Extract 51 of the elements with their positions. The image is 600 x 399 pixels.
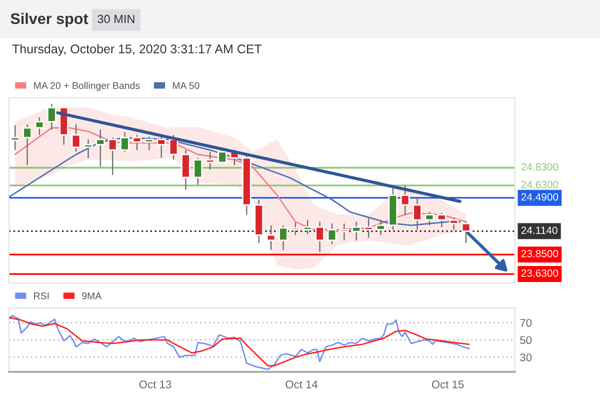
- ref-line-label: 24.1140: [521, 226, 558, 234]
- candlestick: [120, 132, 130, 152]
- ref-line-label: 24.4900: [521, 193, 558, 201]
- candlestick: [352, 221, 362, 241]
- candlestick: [340, 222, 349, 241]
- candlestick: [144, 136, 154, 151]
- chart-subtitle: Thursday, October 15, 2020 3:31:17 AM CET: [12, 44, 262, 56]
- candlestick: [315, 221, 324, 252]
- y-tick-label: 70: [520, 318, 532, 327]
- candlestick: [364, 218, 374, 238]
- x-tick-label: Oct 14: [286, 380, 318, 388]
- candlestick: [96, 129, 106, 168]
- candlestick: [84, 138, 93, 159]
- candlestick: [437, 212, 446, 228]
- ref-line-label: 24.6300: [521, 180, 558, 188]
- candlestick: [376, 219, 386, 236]
- text: 30 MIN: [98, 14, 134, 24]
- legend-label: 9MA: [82, 292, 102, 300]
- legend-label: MA 20 + Bollinger Bands: [34, 82, 140, 91]
- candlestick: [327, 222, 337, 244]
- candlestick: [205, 151, 215, 170]
- candlestick: [449, 218, 459, 230]
- candlestick: [266, 224, 276, 251]
- candlestick: [34, 116, 44, 136]
- ref-line-label: 23.8500: [521, 250, 558, 258]
- candlestick: [156, 134, 166, 159]
- candlestick: [290, 222, 300, 236]
- legend-label: RSI: [34, 292, 49, 300]
- candlestick: [47, 103, 56, 130]
- chart-title: Silver spot: [10, 12, 88, 28]
- legend-label: MA 50: [172, 82, 200, 90]
- candlestick: [10, 124, 20, 151]
- candlestick: [22, 124, 32, 166]
- ref-line-label: 24.8300: [521, 163, 558, 171]
- candlestick: [108, 137, 118, 176]
- candlestick: [168, 134, 178, 160]
- ref-line-label: 23.6300: [521, 269, 558, 277]
- y-tick-label: 30: [520, 353, 532, 362]
- candlestick: [181, 149, 190, 190]
- candlestick: [400, 184, 410, 216]
- candlestick: [132, 134, 142, 151]
- candlestick: [278, 224, 288, 251]
- candlestick: [461, 221, 471, 244]
- x-tick-label: Oct 13: [139, 380, 172, 388]
- candlestick: [424, 211, 434, 226]
- x-tick-label: Oct 15: [432, 380, 464, 388]
- candlestick: [193, 157, 203, 186]
- candlestick: [412, 197, 422, 230]
- candlestick: [71, 124, 81, 152]
- candlestick: [302, 219, 312, 235]
- y-tick-label: 50: [520, 336, 532, 344]
